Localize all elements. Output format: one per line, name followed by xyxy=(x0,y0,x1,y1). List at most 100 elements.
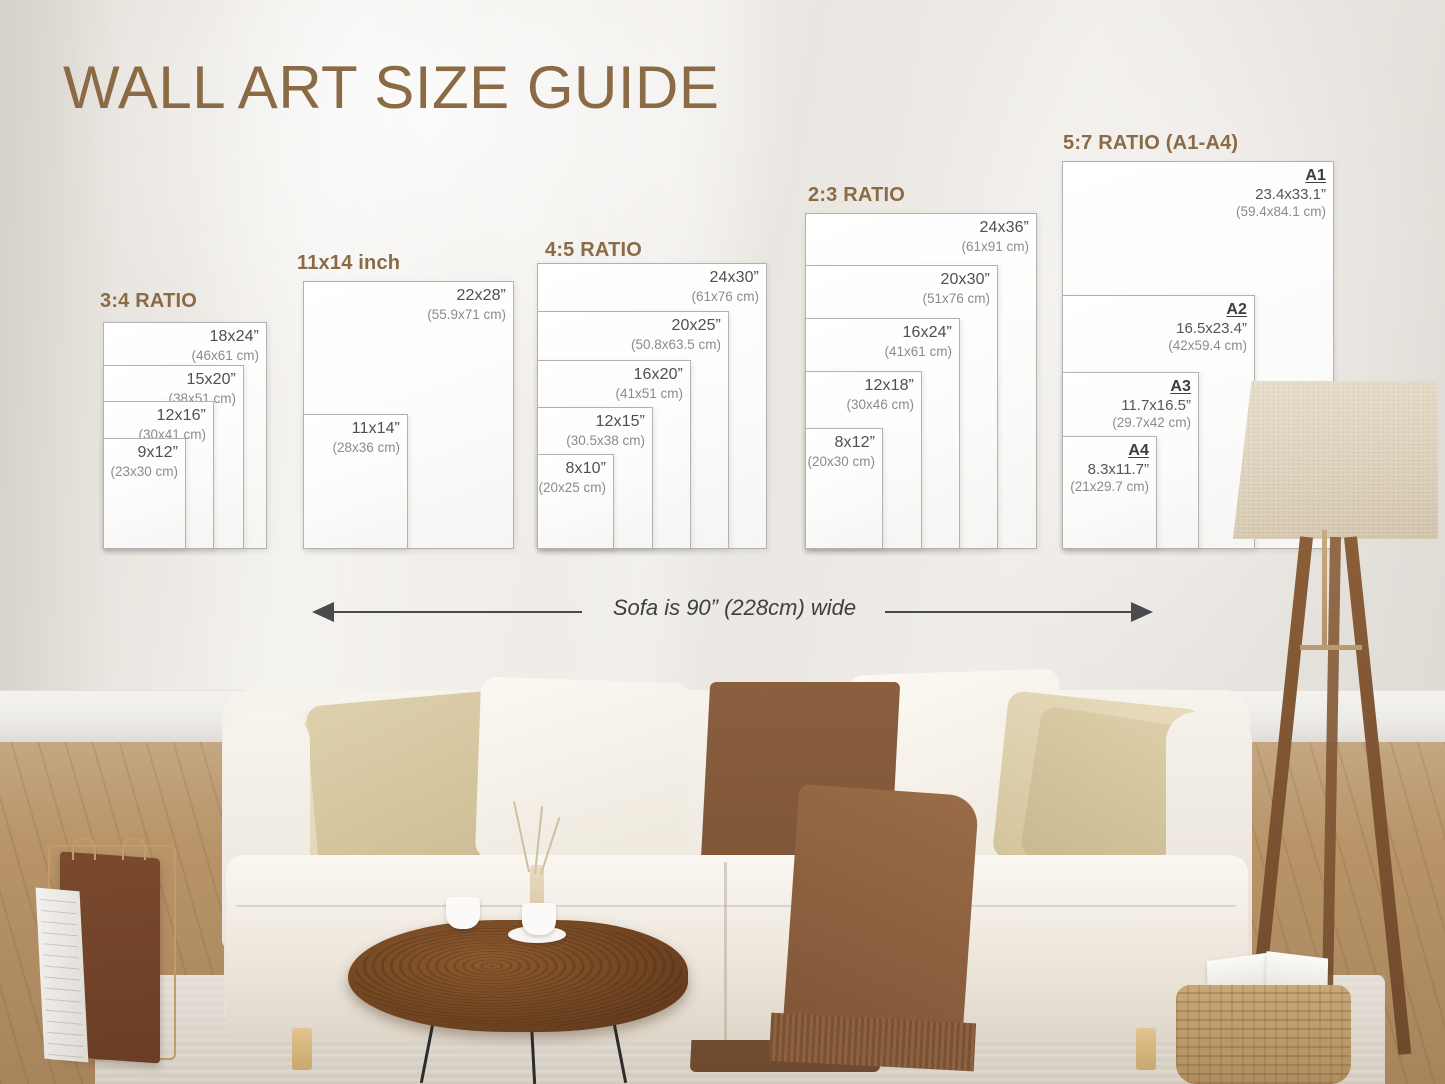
rack-handle-left xyxy=(72,838,96,860)
frame-cm: (30x41 cm) xyxy=(138,426,206,442)
coffee-cup-right xyxy=(522,903,556,935)
frame-cm: (30.5x38 cm) xyxy=(566,432,645,448)
frame-label-16x24: 16x24” (41x61 cm) xyxy=(884,324,952,359)
frame-label-a3: A3 11.7x16.5” (29.7x42 cm) xyxy=(1112,378,1191,431)
group-title-ratio-2-3: 2:3 RATIO xyxy=(808,184,905,206)
sofa-seat-seam xyxy=(236,905,1236,907)
frame-label-22x28: 22x28” (55.9x71 cm) xyxy=(427,287,506,322)
frame-label-11x14: 11x14” (28x36 cm) xyxy=(332,420,400,455)
frame-label-a1: A1 23.4x33.1” (59.4x84.1 cm) xyxy=(1236,167,1326,220)
frame-inches: 16x24” xyxy=(902,324,952,341)
frame-a-label: A4 xyxy=(1128,442,1149,459)
frame-inches: 16.5x23.4” xyxy=(1176,319,1247,337)
frame-label-8x12: 8x12” (20x30 cm) xyxy=(807,434,875,469)
frame-inches: 22x28” xyxy=(456,287,506,304)
frame-cm: (21x29.7 cm) xyxy=(1070,478,1149,494)
frame-cm: (28x36 cm) xyxy=(332,439,400,455)
coffee-cup-left xyxy=(446,897,480,929)
frame-label-20x25: 20x25” (50.8x63.5 cm) xyxy=(631,317,721,352)
frame-label-20x30: 20x30” (51x76 cm) xyxy=(922,271,990,306)
frame-inches: 12x18” xyxy=(864,377,914,394)
frame-inches: 16x20” xyxy=(633,366,683,383)
frame-label-16x20: 16x20” (41x51 cm) xyxy=(615,366,683,401)
frame-a-label: A3 xyxy=(1170,378,1191,395)
frame-cm: (30x46 cm) xyxy=(846,396,914,412)
wall-shadow-left xyxy=(0,0,120,700)
frame-label-24x36: 24x36” (61x91 cm) xyxy=(961,219,1029,254)
frame-9x12[interactable]: 9x12” (23x30 cm) xyxy=(103,438,186,549)
sofa-leg-left xyxy=(292,1028,312,1070)
magazine-pages xyxy=(39,891,85,1059)
lampshade-texture xyxy=(1233,381,1438,539)
frame-cm: (51x76 cm) xyxy=(922,290,990,306)
group-title-ratio-3-4: 3:4 RATIO xyxy=(100,290,197,312)
frame-label-a2: A2 16.5x23.4” (42x59.4 cm) xyxy=(1168,301,1247,354)
frame-cm: (61x76 cm) xyxy=(691,288,759,304)
frame-inches: 24x30” xyxy=(709,269,759,286)
frame-8x12[interactable]: 8x12” (20x30 cm) xyxy=(805,428,883,549)
frame-cm: (20x25 cm) xyxy=(538,479,606,495)
frame-inches: 20x30” xyxy=(940,271,990,288)
sofa-width-caption: Sofa is 90” (228cm) wide xyxy=(612,595,857,620)
frame-label-a4: A4 8.3x11.7” (21x29.7 cm) xyxy=(1070,442,1149,495)
measure-line-right xyxy=(885,611,1133,613)
frame-cm: (50.8x63.5 cm) xyxy=(630,336,721,352)
frame-11x14[interactable]: 11x14” (28x36 cm) xyxy=(303,414,408,549)
frame-label-24x30: 24x30” (61x76 cm) xyxy=(691,269,759,304)
group-title-inch-11-14: 11x14 inch xyxy=(297,252,401,274)
sofa-leg-right xyxy=(1136,1028,1156,1070)
frame-inches: 18x24” xyxy=(209,328,259,345)
page-title: WALL ART SIZE GUIDE xyxy=(63,54,720,121)
frame-cm: (46x61 cm) xyxy=(191,347,259,363)
frame-cm: (61x91 cm) xyxy=(961,238,1029,254)
frame-a4[interactable]: A4 8.3x11.7” (21x29.7 cm) xyxy=(1062,436,1157,549)
sofa-width-measure: Sofa is 90” (228cm) wide xyxy=(310,595,1155,629)
lamp-brace xyxy=(1300,645,1362,650)
frame-a-label: A1 xyxy=(1305,167,1326,184)
lamp-center-rod xyxy=(1322,530,1327,650)
frame-inches: 11.7x16.5” xyxy=(1121,396,1191,414)
arrow-left-icon xyxy=(312,602,334,622)
frame-inches: 8x12” xyxy=(834,434,875,451)
frame-8x10[interactable]: 8x10” (20x25 cm) xyxy=(537,454,614,549)
frame-inches: 15x20” xyxy=(186,371,236,388)
sofa-seat-divider xyxy=(724,862,727,1040)
magazines xyxy=(35,887,89,1063)
frame-label-12x16: 12x16” (30x41 cm) xyxy=(138,407,206,442)
frame-cm: (55.9x71 cm) xyxy=(427,306,506,322)
floor-lamp-shade xyxy=(1233,381,1438,539)
frame-cm: (29.7x42 cm) xyxy=(1112,414,1191,430)
frame-inches: 12x15” xyxy=(595,413,645,430)
rack-handle-right xyxy=(122,838,146,860)
frame-inches: 8.3x11.7” xyxy=(1087,460,1149,478)
frame-label-9x12: 9x12” (23x30 cm) xyxy=(110,444,178,479)
frame-cm: (41x51 cm) xyxy=(615,385,683,401)
frame-a-label: A2 xyxy=(1226,301,1247,318)
stem xyxy=(534,806,543,875)
frame-cm: (59.4x84.1 cm) xyxy=(1235,203,1326,219)
group-title-ratio-5-7: 5:7 RATIO (A1-A4) xyxy=(1063,132,1239,154)
frame-inches: 12x16” xyxy=(156,407,206,424)
basket-weave-texture xyxy=(1176,985,1351,1084)
frame-label-8x10: 8x10” (20x25 cm) xyxy=(538,460,606,495)
measure-line-left xyxy=(332,611,582,613)
frame-label-12x18: 12x18” (30x46 cm) xyxy=(846,377,914,412)
frame-inches: 8x10” xyxy=(565,460,606,477)
frame-inches: 24x36” xyxy=(979,219,1029,236)
frame-inches: 9x12” xyxy=(137,444,178,461)
group-title-ratio-4-5: 4:5 RATIO xyxy=(545,239,642,261)
stem xyxy=(513,801,530,873)
frame-cm: (41x61 cm) xyxy=(884,343,952,359)
frame-inches: 20x25” xyxy=(671,317,721,334)
rattan-basket-stool xyxy=(1176,985,1351,1084)
frame-cm: (23x30 cm) xyxy=(110,463,178,479)
arrow-right-icon xyxy=(1131,602,1153,622)
frame-label-18x24: 18x24” (46x61 cm) xyxy=(191,328,259,363)
frame-inches: 23.4x33.1” xyxy=(1255,185,1326,203)
wood-coffee-table xyxy=(348,920,688,1032)
frame-inches: 11x14” xyxy=(351,420,400,437)
frame-cm: (20x30 cm) xyxy=(807,453,875,469)
frame-label-12x15: 12x15” (30.5x38 cm) xyxy=(566,413,645,448)
frame-cm: (42x59.4 cm) xyxy=(1168,337,1247,353)
